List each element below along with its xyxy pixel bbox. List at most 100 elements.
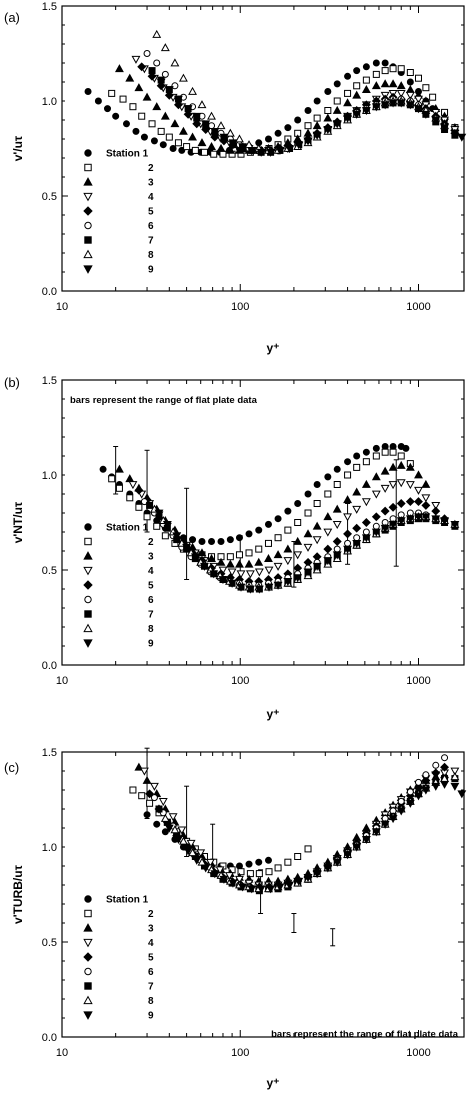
data-point <box>215 866 225 875</box>
data-point <box>397 797 405 805</box>
y-tick-label: 1.5 <box>42 375 57 387</box>
legend: Station 1 2 3 4 5 6 7 8 9 <box>83 149 154 276</box>
x-tick-label: 100 <box>231 1047 249 1059</box>
data-point <box>226 553 234 561</box>
data-point <box>114 464 124 473</box>
data-point <box>201 120 211 129</box>
data-point <box>188 848 197 857</box>
data-point <box>183 105 193 114</box>
data-point <box>108 475 116 483</box>
legend-marker <box>84 610 92 618</box>
x-tick-label: 10 <box>56 301 68 313</box>
data-point <box>153 59 161 67</box>
y-tick-label: 0.5 <box>42 937 57 949</box>
legend-label: 3 <box>148 178 154 189</box>
data-point <box>145 789 155 799</box>
data-point <box>216 143 226 152</box>
data-point <box>380 79 390 88</box>
legend-marker <box>83 995 93 1005</box>
data-point <box>429 93 437 101</box>
data-point <box>226 536 234 544</box>
y-tick-label: 1.5 <box>42 1 57 13</box>
data-point <box>304 107 312 114</box>
legend-label: 7 <box>148 236 154 247</box>
data-point <box>192 856 202 865</box>
data-point <box>159 141 167 149</box>
data-point <box>323 864 333 873</box>
legend-label: 6 <box>148 595 154 606</box>
data-point <box>397 452 405 460</box>
data-point <box>274 534 282 542</box>
data-point <box>225 145 235 154</box>
data-point <box>353 534 361 542</box>
data-point <box>332 120 342 129</box>
legend-label: 7 <box>148 982 154 993</box>
data-point <box>352 540 362 549</box>
y-tick-label: 1.0 <box>42 470 57 482</box>
panel-a: (a) 0.0 0.5 1.0 1.5 10 100 1000 y⁺ v'/uτ Station 1… <box>4 1 467 355</box>
data-point <box>140 498 148 506</box>
data-point <box>293 574 303 583</box>
data-point <box>353 82 361 90</box>
data-point <box>312 870 322 879</box>
data-point <box>216 121 226 130</box>
note-text: bars represent the range of flat plate d… <box>70 395 258 406</box>
legend-label: 2 <box>148 537 154 548</box>
legend-marker <box>83 566 93 576</box>
data-point <box>332 521 342 530</box>
data-point <box>207 553 216 562</box>
data-point <box>197 138 207 147</box>
data-point <box>396 517 406 526</box>
data-point <box>153 522 161 530</box>
data-point <box>255 545 263 553</box>
data-point <box>324 107 332 114</box>
data-point <box>131 55 141 64</box>
data-point <box>160 813 170 822</box>
data-point <box>450 782 460 791</box>
data-point <box>225 128 235 137</box>
data-point <box>371 528 381 537</box>
data-point <box>294 116 302 124</box>
y-tick-label: 0.5 <box>42 191 57 203</box>
data-point <box>125 73 135 82</box>
legend-marker <box>84 982 92 990</box>
data-point <box>294 519 302 526</box>
data-point <box>294 853 302 860</box>
data-point <box>283 557 293 566</box>
data-point <box>371 490 381 499</box>
data-point <box>440 762 450 772</box>
error-bar <box>113 446 119 495</box>
data-point <box>256 148 266 157</box>
data-point <box>313 114 321 122</box>
legend-marker <box>83 265 93 274</box>
data-point <box>362 458 370 466</box>
data-point <box>344 458 352 466</box>
legend: Station 1 2 3 4 5 6 7 8 9 <box>83 523 154 650</box>
data-point <box>148 67 156 75</box>
panel-c: (c) 0.0 0.5 1.0 1.5 10 100 1000 y⁺ v'TURB/uτ bars … <box>4 747 467 1090</box>
data-point <box>210 150 218 158</box>
data-point <box>158 798 168 807</box>
data-point <box>273 550 283 559</box>
data-point <box>132 127 140 135</box>
data-point <box>312 536 322 545</box>
data-point <box>114 64 124 73</box>
data-point <box>235 862 243 870</box>
data-point <box>371 828 381 837</box>
data-point <box>414 74 422 82</box>
legend-label: Station 1 <box>106 149 149 160</box>
data-point <box>380 524 390 533</box>
data-point <box>171 82 179 90</box>
data-point <box>294 877 304 886</box>
series-9 <box>164 780 467 894</box>
data-point <box>236 570 246 579</box>
data-point <box>246 870 254 878</box>
data-point <box>217 538 225 545</box>
data-point <box>343 495 353 504</box>
data-point <box>208 122 216 130</box>
data-point <box>138 112 146 120</box>
series-6 <box>150 754 449 893</box>
data-point <box>343 114 353 123</box>
data-point <box>380 466 390 475</box>
